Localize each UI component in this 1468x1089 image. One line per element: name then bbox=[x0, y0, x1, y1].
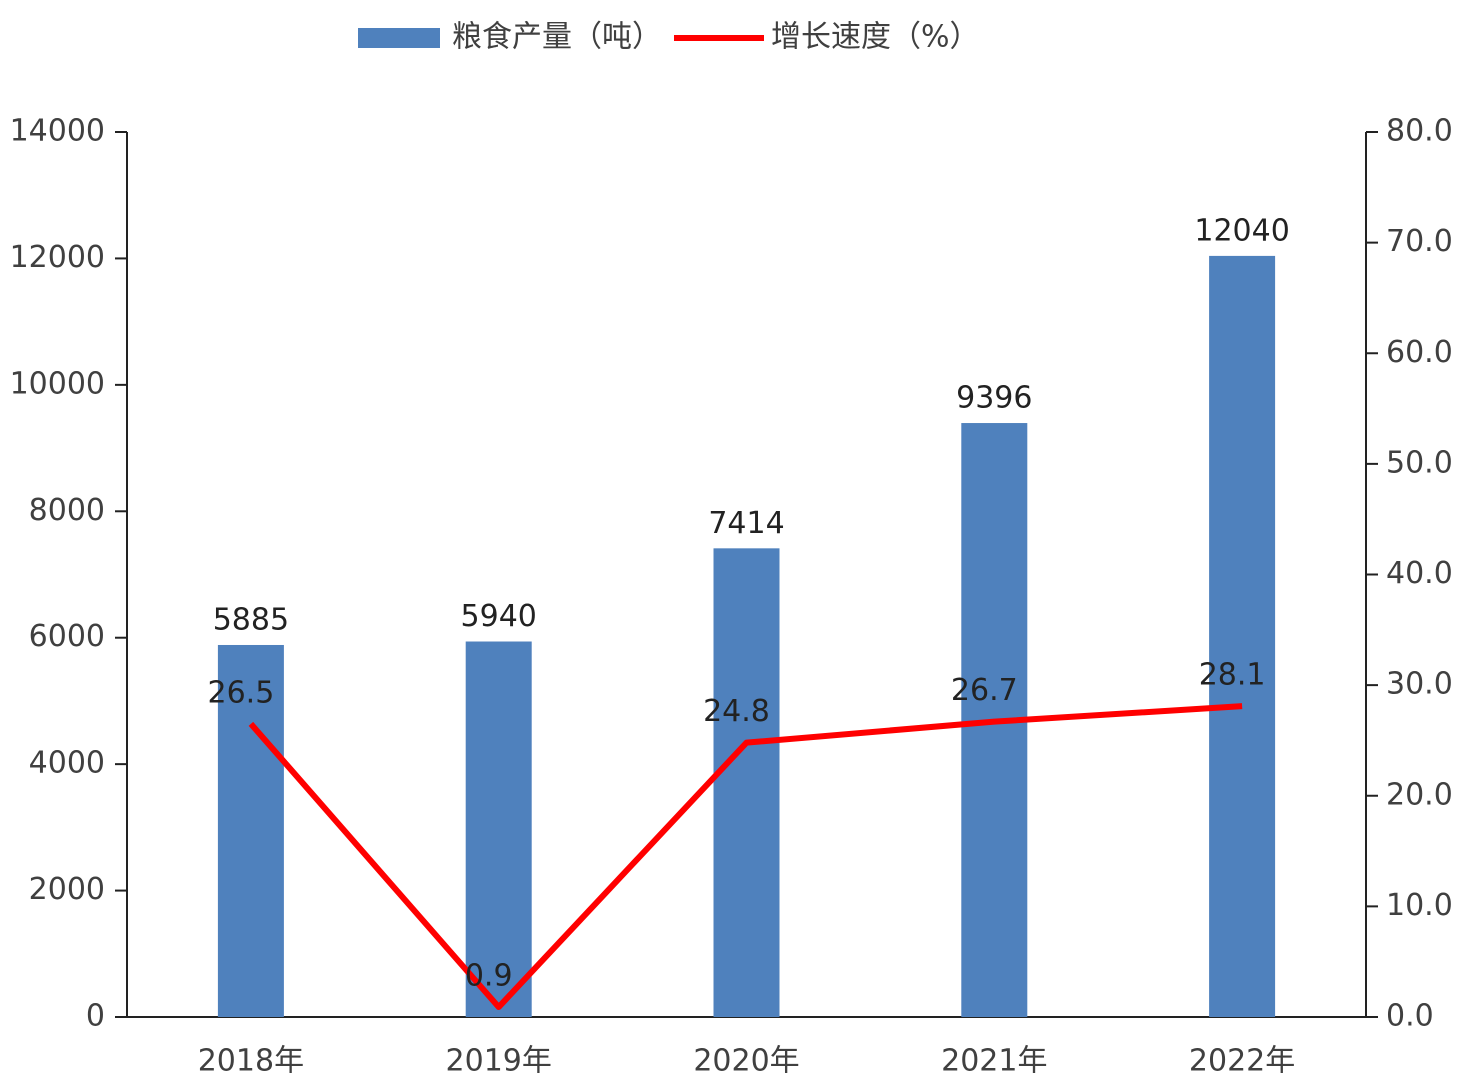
line-value-label: 0.9 bbox=[465, 959, 513, 994]
y2-tick-label: 70.0 bbox=[1386, 224, 1453, 259]
bar bbox=[713, 548, 780, 1017]
line-value-label: 26.7 bbox=[951, 673, 1018, 708]
legend-label: 粮食产量（吨） bbox=[452, 20, 662, 55]
y-tick-label: 14000 bbox=[10, 114, 105, 149]
y2-tick-label: 50.0 bbox=[1386, 445, 1453, 480]
y2-tick-label: 80.0 bbox=[1386, 114, 1453, 149]
bar-value-label: 7414 bbox=[708, 506, 784, 541]
line-value-label: 24.8 bbox=[703, 694, 770, 729]
bar bbox=[217, 644, 284, 1017]
y-tick-label: 12000 bbox=[10, 240, 105, 275]
line-value-label: 26.5 bbox=[208, 675, 275, 710]
line-value-label: 28.1 bbox=[1199, 658, 1266, 693]
x-tick-label: 2021年 bbox=[941, 1044, 1047, 1079]
bar-value-label: 5885 bbox=[213, 602, 289, 637]
x-tick-label: 2019年 bbox=[446, 1044, 552, 1079]
bar-value-label: 12040 bbox=[1194, 213, 1289, 248]
line bbox=[248, 703, 1243, 1011]
y-tick-label: 0 bbox=[86, 999, 105, 1034]
legend-label: 增长速度（%） bbox=[771, 20, 980, 55]
bar bbox=[465, 641, 532, 1017]
y2-tick-label: 10.0 bbox=[1386, 888, 1453, 923]
y-tick-label: 4000 bbox=[29, 746, 105, 781]
y-tick-label: 6000 bbox=[29, 619, 105, 654]
y-tick-label: 8000 bbox=[29, 493, 105, 528]
bar-value-label: 9396 bbox=[956, 381, 1032, 416]
x-tick-label: 2018年 bbox=[198, 1044, 304, 1079]
y-tick-label: 10000 bbox=[10, 366, 105, 401]
y2-tick-label: 40.0 bbox=[1386, 556, 1453, 591]
y-tick-label: 2000 bbox=[29, 872, 105, 907]
y2-tick-label: 60.0 bbox=[1386, 335, 1453, 370]
y2-tick-label: 0.0 bbox=[1386, 999, 1434, 1034]
bar bbox=[1209, 255, 1276, 1017]
y2-tick-label: 20.0 bbox=[1386, 777, 1453, 812]
bar-value-label: 5940 bbox=[461, 599, 537, 634]
x-tick-label: 2020年 bbox=[693, 1044, 799, 1079]
y2-tick-label: 30.0 bbox=[1386, 667, 1453, 702]
x-tick-label: 2022年 bbox=[1189, 1044, 1295, 1079]
legend-swatch bbox=[358, 28, 440, 48]
